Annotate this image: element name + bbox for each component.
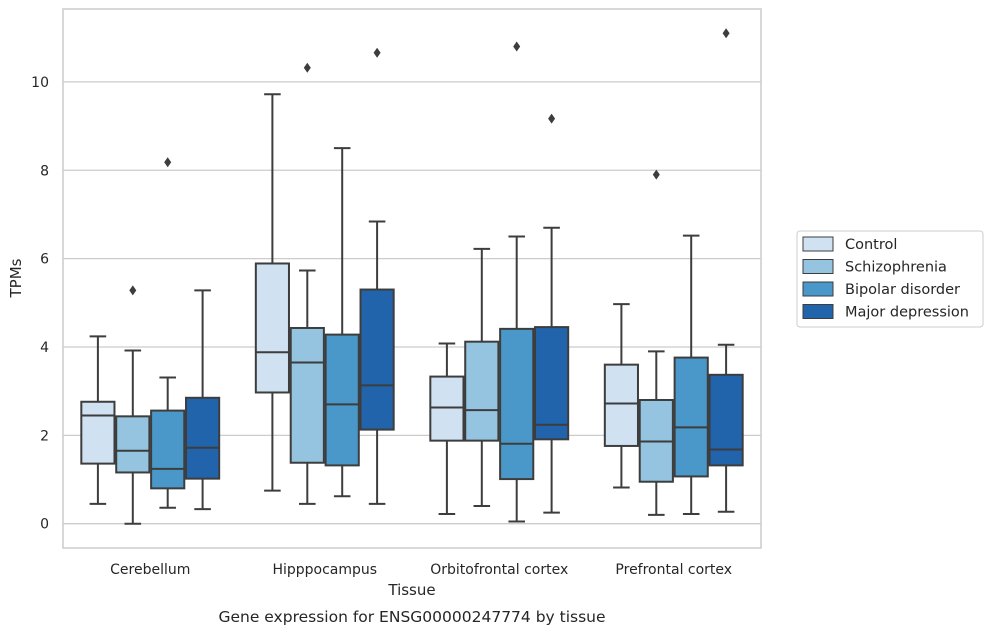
outlier-point xyxy=(513,41,521,52)
iqr-box xyxy=(289,326,325,464)
box-schizophrenia xyxy=(289,62,325,505)
outlier-point xyxy=(164,157,172,168)
box-series xyxy=(80,28,744,525)
legend-swatch xyxy=(802,304,834,319)
box-control xyxy=(254,93,290,492)
box-bipolar-disorder xyxy=(499,41,535,523)
x-tick-label: Cerebellum xyxy=(110,562,190,578)
iqr-box xyxy=(324,333,360,467)
box-bipolar-disorder xyxy=(673,234,709,515)
box-bipolar-disorder xyxy=(150,157,186,509)
x-tick-label: Orbitofrontal cortex xyxy=(430,562,568,578)
box-control xyxy=(80,335,116,505)
legend-swatch xyxy=(802,259,834,274)
iqr-box xyxy=(429,375,465,442)
iqr-box xyxy=(80,400,116,465)
outlier-point xyxy=(548,113,556,124)
iqr-box xyxy=(499,327,535,481)
iqr-box xyxy=(673,356,709,478)
legend-label: Schizophrenia xyxy=(845,260,947,276)
y-tick-labels: 0 2 4 6 8 10 xyxy=(31,75,49,533)
outlier-point xyxy=(129,285,137,296)
x-axis-label: Tissue xyxy=(387,581,435,599)
box-major-depression xyxy=(359,47,395,505)
iqr-box xyxy=(708,373,744,467)
y-tick-label: 0 xyxy=(40,517,49,533)
box-schizophrenia xyxy=(464,247,500,508)
box-major-depression xyxy=(534,113,570,514)
legend-frame xyxy=(796,230,984,328)
iqr-box xyxy=(534,326,570,441)
box-schizophrenia xyxy=(115,285,151,525)
outlier-point xyxy=(652,169,660,180)
legend-swatch xyxy=(802,236,834,252)
legend-swatch xyxy=(802,281,834,297)
y-tick-label: 2 xyxy=(40,428,49,444)
y-tick-label: 10 xyxy=(31,75,49,91)
y-tick-label: 4 xyxy=(40,340,49,356)
y-axis-label: TPMs xyxy=(7,258,25,298)
iqr-box xyxy=(254,262,290,394)
iqr-box xyxy=(603,363,639,447)
box-bipolar-disorder xyxy=(324,147,360,498)
outlier-point xyxy=(722,28,730,39)
box-schizophrenia xyxy=(638,169,674,516)
y-tick-label: 6 xyxy=(40,252,49,268)
iqr-box xyxy=(150,409,186,490)
iqr-box xyxy=(115,415,151,474)
y-tick-label: 8 xyxy=(40,163,49,179)
legend: Control Schizophrenia Bipolar disorder Majo… xyxy=(796,230,984,328)
box-major-depression xyxy=(708,28,744,513)
legend-label: Control xyxy=(845,237,897,253)
iqr-box xyxy=(359,288,395,431)
plot-frame xyxy=(62,8,762,549)
iqr-box xyxy=(185,396,221,480)
box-control xyxy=(429,342,465,515)
x-tick-labels: Cerebellum Hipppocampus Orbitofrontal cort… xyxy=(110,562,732,578)
legend-label: Bipolar disorder xyxy=(845,282,960,298)
legend-label: Major depression xyxy=(845,305,969,321)
outlier-point xyxy=(373,47,381,58)
box-major-depression xyxy=(185,289,221,511)
iqr-box xyxy=(464,340,500,442)
box-control xyxy=(603,303,639,489)
chart-caption: Gene expression for ENSG00000247774 by t… xyxy=(218,608,605,626)
x-tick-label: Hipppocampus xyxy=(272,562,377,578)
outlier-point xyxy=(303,62,311,73)
x-tick-label: Prefrontal cortex xyxy=(615,562,732,578)
